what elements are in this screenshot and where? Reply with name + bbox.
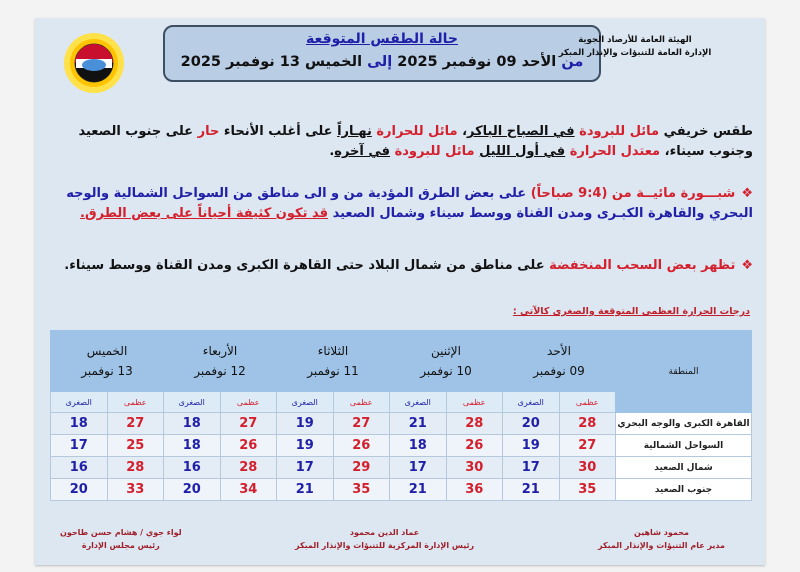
min-temp-cell: 18	[50, 412, 108, 435]
max-temp-cell: 27	[219, 412, 277, 435]
day-header: الأحد 09 نوفمبر	[502, 330, 616, 392]
min-temp-cell: 16	[163, 456, 221, 479]
min-label: الصغرى	[50, 391, 108, 413]
day-header: الأربعاء 12 نوفمبر	[163, 330, 277, 392]
table-row: القاهرة الكبرى والوجه البحري 28 20 28 21 27 19…	[50, 412, 752, 435]
max-temp-cell: 36	[445, 478, 503, 501]
max-temp-cell: 28	[219, 456, 277, 479]
max-temp-cell: 29	[332, 456, 390, 479]
forecast-period: من الأحد 09 نوفمبر 2025 إلى الخميس 13 نو…	[180, 54, 584, 70]
weather-summary: طقس خريفي مائل للبرودة في الصباح الباكر،…	[78, 124, 753, 159]
page-title: حالة الطقس المتوقعة	[306, 31, 458, 47]
min-temp-cell: 18	[163, 434, 221, 457]
max-label: عظمى	[445, 391, 503, 413]
min-temp-cell: 21	[389, 412, 447, 435]
max-temp-cell: 28	[558, 412, 616, 435]
min-temp-cell: 16	[50, 456, 108, 479]
table-row: شمال الصعيد 30 17 30 17 29 17 28 16 28 16	[50, 456, 752, 479]
min-temp-cell: 17	[389, 456, 447, 479]
min-temp-cell: 20	[502, 412, 560, 435]
max-temp-cell: 33	[106, 478, 164, 501]
max-label: عظمى	[332, 391, 390, 413]
region-cell: القاهرة الكبرى والوجه البحري	[615, 412, 752, 435]
organization-name: الهيئة العامة للأرصاد الجوية الإدارة الع…	[558, 35, 712, 58]
min-temp-cell: 18	[163, 412, 221, 435]
max-label: عظمى	[106, 391, 164, 413]
signature-1: محمود شاهين مدير عام التنبؤات والإنذار ال…	[597, 528, 725, 550]
max-temp-cell: 34	[219, 478, 277, 501]
temperature-table: المنطقة الأحد 09 نوفمبر الإثنين 10 نوفمبر …	[50, 330, 752, 501]
clouds-bullet: ❖تظهر بعض السحب المنخفضة على مناطق من شم…	[64, 258, 753, 273]
region-cell: السواحل الشمالية	[615, 434, 752, 457]
min-temp-cell: 21	[276, 478, 334, 501]
min-temp-cell: 18	[389, 434, 447, 457]
table-caption: درجات الحرارة العظمى المتوقعة والصغرى كا…	[512, 306, 750, 317]
title-box: حالة الطقس المتوقعة من الأحد 09 نوفمبر 2…	[163, 25, 601, 82]
diamond-bullet-icon: ❖	[741, 258, 753, 273]
signature-3: لواء جوي / هشام حسن طاحون رئيس مجلس الإدا…	[60, 528, 182, 550]
min-temp-cell: 17	[502, 456, 560, 479]
max-temp-cell: 27	[558, 434, 616, 457]
min-temp-cell: 20	[50, 478, 108, 501]
ema-logo	[63, 32, 125, 94]
min-temp-cell: 20	[163, 478, 221, 501]
region-header: المنطقة	[615, 330, 752, 413]
diamond-bullet-icon: ❖	[741, 186, 753, 201]
min-temp-cell: 19	[276, 434, 334, 457]
max-temp-cell: 30	[558, 456, 616, 479]
region-cell: جنوب الصعيد	[615, 478, 752, 501]
day-header: الإثنين 10 نوفمبر	[389, 330, 503, 392]
max-temp-cell: 35	[332, 478, 390, 501]
max-temp-cell: 26	[332, 434, 390, 457]
max-temp-cell: 27	[332, 412, 390, 435]
min-label: الصغرى	[502, 391, 560, 413]
min-temp-cell: 19	[276, 412, 334, 435]
min-temp-cell: 19	[502, 434, 560, 457]
forecast-bulletin: حالة الطقس المتوقعة من الأحد 09 نوفمبر 2…	[35, 18, 765, 565]
min-temp-cell: 21	[389, 478, 447, 501]
fog-bullet: ❖شبـــورة مائيــة من (9:4 صباحاً) على بع…	[66, 186, 753, 221]
min-temp-cell: 21	[502, 478, 560, 501]
max-temp-cell: 26	[445, 434, 503, 457]
max-temp-cell: 26	[219, 434, 277, 457]
day-header: الثلاثاء 11 نوفمبر	[276, 330, 390, 392]
max-temp-cell: 28	[445, 412, 503, 435]
region-cell: شمال الصعيد	[615, 456, 752, 479]
max-temp-cell: 35	[558, 478, 616, 501]
min-label: الصغرى	[276, 391, 334, 413]
table-row: السواحل الشمالية 27 19 26 18 26 19 26 18 25 17	[50, 434, 752, 457]
min-label: الصغرى	[163, 391, 221, 413]
max-temp-cell: 25	[106, 434, 164, 457]
min-label: الصغرى	[389, 391, 447, 413]
max-temp-cell: 27	[106, 412, 164, 435]
table-row: جنوب الصعيد 35 21 36 21 35 21 34 20 33 20	[50, 478, 752, 501]
day-header: الخميس 13 نوفمبر	[50, 330, 164, 392]
max-temp-cell: 30	[445, 456, 503, 479]
max-label: عظمى	[219, 391, 277, 413]
min-temp-cell: 17	[50, 434, 108, 457]
min-temp-cell: 17	[276, 456, 334, 479]
max-label: عظمى	[558, 391, 616, 413]
signature-2: عماد الدين محمود رئيس الإدارة المركزية لل…	[295, 528, 475, 550]
max-temp-cell: 28	[106, 456, 164, 479]
